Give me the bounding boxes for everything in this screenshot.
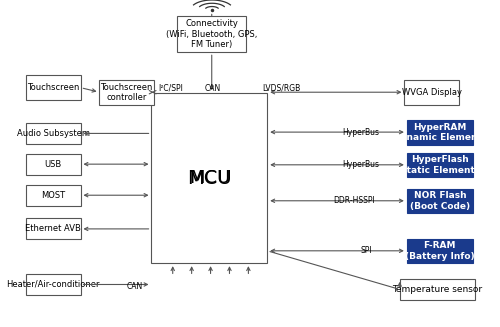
Text: HyperFlash
(Static Elements): HyperFlash (Static Elements) (396, 155, 484, 175)
Text: USB: USB (44, 160, 62, 169)
Text: MCU: MCU (187, 169, 232, 188)
Text: Ethernet AVB: Ethernet AVB (26, 224, 82, 233)
Text: NOR Flash
(Boot Code): NOR Flash (Boot Code) (410, 191, 470, 211)
Text: Audio Subsystem: Audio Subsystem (17, 129, 90, 138)
FancyBboxPatch shape (26, 75, 80, 100)
Text: MOST: MOST (42, 191, 66, 200)
Text: LVDS/RGB: LVDS/RGB (262, 84, 300, 93)
Text: WVGA Display: WVGA Display (402, 88, 462, 97)
FancyBboxPatch shape (178, 16, 246, 52)
Text: CAN: CAN (205, 84, 221, 93)
Text: CAN: CAN (127, 282, 143, 291)
Text: Heater/Air-conditioner: Heater/Air-conditioner (6, 280, 100, 289)
FancyBboxPatch shape (26, 185, 80, 206)
Text: Temperature sensor: Temperature sensor (392, 285, 482, 294)
FancyBboxPatch shape (404, 80, 459, 105)
FancyBboxPatch shape (26, 218, 80, 239)
FancyBboxPatch shape (407, 120, 473, 145)
Text: SPI: SPI (361, 246, 372, 255)
Text: I²C/SPI: I²C/SPI (158, 84, 183, 93)
Text: Touchscreen
controller: Touchscreen controller (100, 83, 153, 102)
Text: HyperBus: HyperBus (342, 128, 379, 137)
Text: DDR-HSSPI: DDR-HSSPI (334, 196, 375, 205)
Text: MCU: MCU (189, 169, 230, 187)
Text: HyperRAM
(Dynamic Elements): HyperRAM (Dynamic Elements) (388, 123, 491, 142)
FancyBboxPatch shape (26, 274, 80, 295)
FancyBboxPatch shape (152, 93, 268, 263)
Text: Connectivity
(WiFi, Bluetooth, GPS,
FM Tuner): Connectivity (WiFi, Bluetooth, GPS, FM T… (166, 19, 258, 49)
Text: HyperBus: HyperBus (342, 160, 379, 169)
FancyBboxPatch shape (407, 189, 473, 213)
FancyBboxPatch shape (407, 239, 473, 263)
FancyBboxPatch shape (407, 153, 473, 177)
Text: Touchscreen: Touchscreen (27, 83, 80, 92)
FancyBboxPatch shape (26, 154, 80, 175)
FancyBboxPatch shape (400, 279, 475, 300)
FancyBboxPatch shape (100, 80, 154, 105)
FancyBboxPatch shape (26, 123, 80, 144)
Text: F-RAM
(Battery Info): F-RAM (Battery Info) (405, 241, 474, 261)
